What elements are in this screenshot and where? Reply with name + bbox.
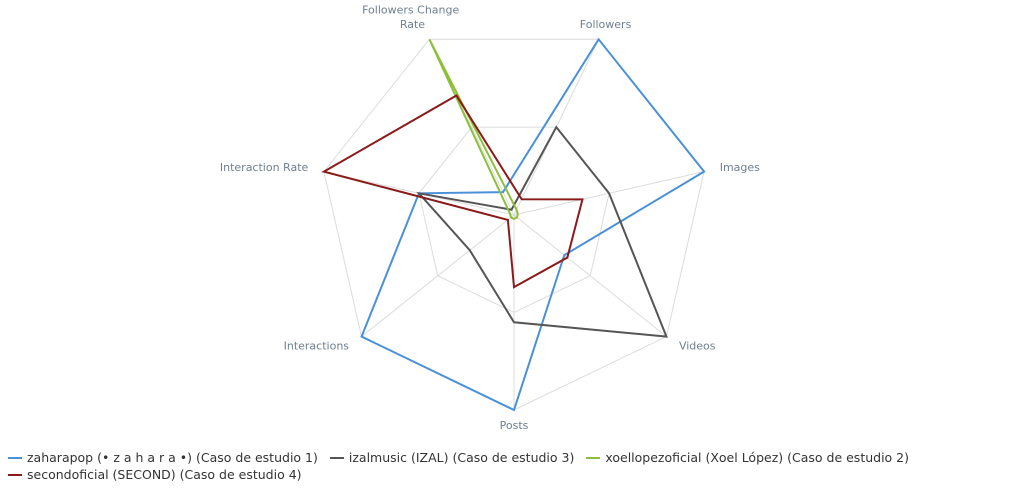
legend-item[interactable]: izalmusic (IZAL) (Caso de estudio 3) — [329, 450, 575, 465]
axis-label: Interactions — [284, 340, 350, 353]
axis-label: Videos — [679, 340, 716, 353]
legend-label: izalmusic (IZAL) (Caso de estudio 3) — [348, 450, 575, 465]
legend-item[interactable]: secondoficial (SECOND) (Caso de estudio … — [8, 467, 302, 482]
legend-label: zaharapop (• z a h a r a •) (Caso de est… — [27, 450, 318, 465]
axis-line — [361, 214, 515, 337]
axis-label: Followers — [580, 18, 632, 31]
axis-line — [513, 214, 667, 337]
chart: Followers Images Videos Posts Interactions In… — [220, 4, 760, 432]
axis-label: Interaction Rate — [220, 161, 309, 174]
legend-swatch — [586, 456, 601, 459]
legend: zaharapop (• z a h a r a •) (Caso de est… — [8, 450, 1024, 482]
legend-swatch — [329, 456, 344, 459]
legend-label: secondoficial (SECOND) (Caso de estudio … — [27, 467, 302, 482]
legend-swatch — [8, 473, 22, 476]
series-line — [416, 125, 668, 338]
axis-label: Followers Change Rate — [362, 4, 463, 31]
legend-label: xoellopezoficial (Xoel López) (Caso de e… — [605, 450, 909, 465]
axis-label: Posts — [500, 419, 529, 432]
legend-item[interactable]: zaharapop (• z a h a r a •) (Caso de est… — [8, 450, 318, 465]
series-line — [360, 37, 706, 412]
series-line — [428, 38, 519, 221]
series-line — [321, 94, 584, 289]
grid-ring — [418, 126, 610, 314]
legend-swatch — [8, 456, 22, 459]
legend-item[interactable]: xoellopezoficial (Xoel López) (Caso de e… — [586, 450, 909, 465]
axis-label: Images — [720, 161, 760, 174]
